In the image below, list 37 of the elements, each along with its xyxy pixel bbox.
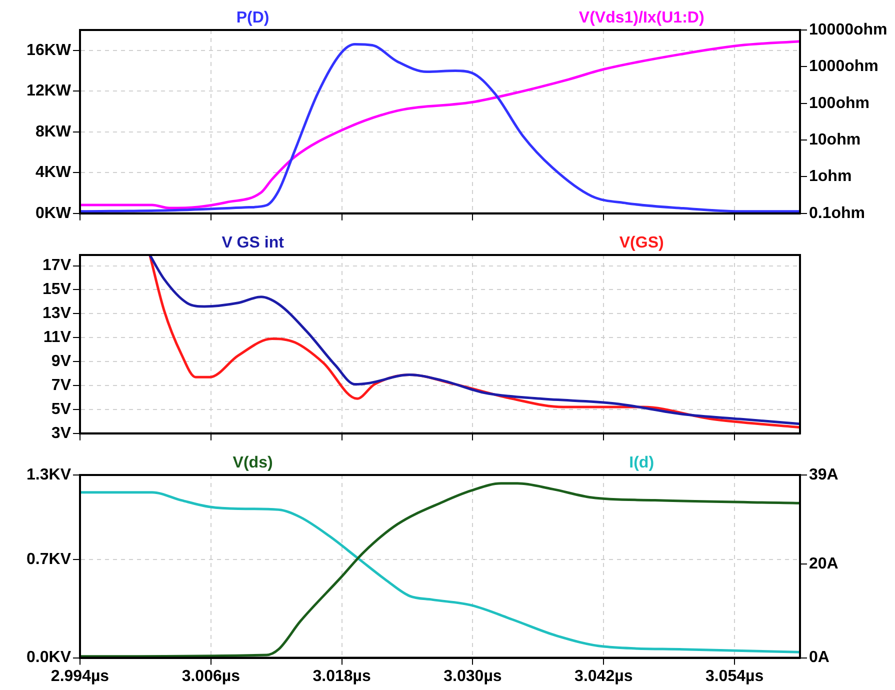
y2-tick-label: 0.1ohm — [809, 204, 866, 222]
text: P(D) — [236, 9, 270, 26]
y2-tick-label: 39A — [809, 466, 839, 484]
y-tick-label: 0.0KV — [26, 649, 72, 666]
y-tick-label: 15V — [42, 281, 72, 298]
y2-tick-label: 1ohm — [809, 168, 852, 186]
x-tick-label: 3.006µs — [182, 668, 240, 685]
y-tick-label: 3V — [51, 424, 72, 442]
y-tick-label: 9V — [51, 352, 72, 370]
y-tick-label: 0.7KV — [26, 550, 72, 568]
x-tick-label: 3.054µs — [705, 668, 764, 685]
text: I(d) — [629, 454, 654, 472]
text: V GS int — [222, 234, 285, 252]
y-tick-label: 4KW — [35, 164, 72, 182]
y2-tick-label: 20A — [809, 555, 839, 572]
y-tick-label: 8KW — [35, 123, 72, 140]
text: V(GS) — [619, 234, 664, 252]
y-tick-label: 7V — [51, 376, 72, 394]
y-tick-label: 11V — [43, 329, 72, 346]
y-tick-label: 13V — [42, 305, 72, 322]
series-label: V(Vds1)/Ix(U1:D) — [578, 9, 704, 26]
y2-tick-label: 10ohm — [809, 131, 861, 148]
y-tick-label: 16KW — [26, 42, 72, 59]
x-tick-label: 3.018µs — [312, 668, 371, 685]
y-tick-label: 12KW — [26, 82, 72, 100]
y-tick-label: 17V — [42, 257, 72, 274]
y-tick-label: 1.3KV — [26, 466, 72, 484]
y-tick-label: 5V — [51, 400, 72, 418]
y2-tick-label: 10000ohm — [809, 21, 888, 38]
y-tick-label: 0KW — [35, 204, 72, 222]
x-tick-label: 3.030µs — [444, 668, 502, 685]
x-tick-label: 3.042µs — [574, 668, 633, 685]
y2-tick-label: 1000ohm — [809, 58, 878, 76]
y2-tick-label: 0A — [809, 649, 830, 666]
x-tick-label: 2.994µs — [50, 668, 110, 685]
y2-tick-label: 100ohm — [809, 94, 870, 112]
text: V(ds) — [232, 454, 273, 472]
